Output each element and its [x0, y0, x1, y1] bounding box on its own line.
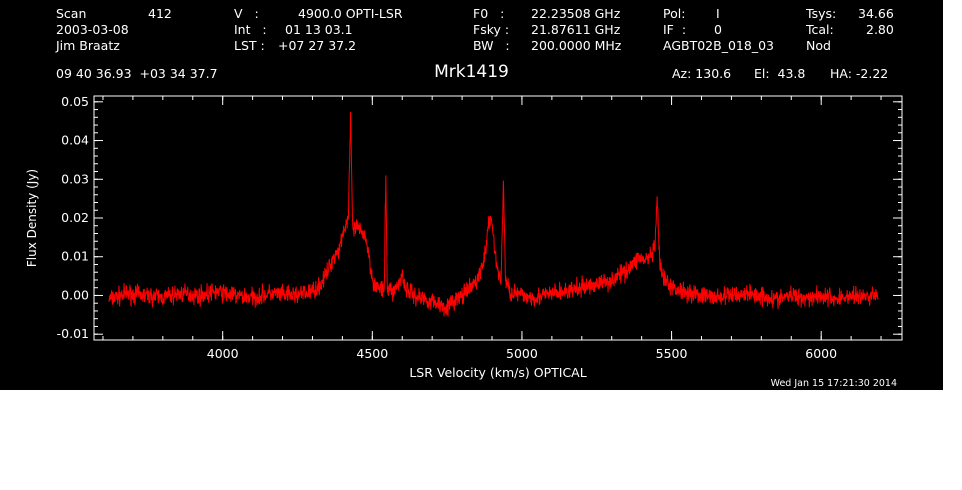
y-tick-label: 0.01	[61, 249, 89, 264]
lst-label: LST :	[234, 38, 265, 53]
y-tick-label: 0.00	[61, 287, 89, 302]
spectrum-line	[108, 111, 879, 317]
y-tick-label: 0.03	[61, 171, 89, 186]
spectrum-panel: Scan 412 V : 4900.0 OPTI-LSR F0 : 22.235…	[0, 0, 943, 390]
source-coords: 09 40 36.93 +03 34 37.7	[56, 66, 218, 81]
fsky-value: 21.87611 GHz	[531, 22, 621, 37]
tcal-value: 2.80	[866, 22, 894, 37]
chart-title: Mrk1419	[434, 62, 509, 82]
y-tick-label: 0.05	[61, 94, 89, 109]
axis-ticks	[94, 96, 902, 340]
y-tick-labels: -0.01 0.00 0.01 0.02 0.03 0.04 0.05	[57, 94, 89, 341]
x-tick-label: 4500	[356, 346, 388, 361]
bw-value: 200.0000 MHz	[531, 38, 622, 53]
lst-value: +07 27 37.2	[278, 38, 357, 53]
observer-name: Jim Braatz	[56, 38, 120, 53]
if-value: 0	[714, 22, 722, 37]
pol-label: Pol:	[663, 6, 686, 21]
y-tick-label: 0.04	[61, 133, 89, 148]
x-tick-label: 6000	[805, 346, 837, 361]
y-tick-label: -0.01	[57, 326, 89, 341]
f0-label: F0 :	[473, 6, 505, 21]
int-label: Int :	[234, 22, 267, 37]
f0-value: 22.23508 GHz	[531, 6, 621, 21]
plot-frame	[93, 95, 903, 341]
x-tick-label: 5500	[656, 346, 688, 361]
elevation: El: 43.8	[754, 66, 806, 81]
x-tick-label: 5000	[506, 346, 538, 361]
velocity-value: 4900.0 OPTI-LSR	[298, 6, 403, 21]
x-tick-labels: 4000 4500 5000 5500 6000	[207, 346, 837, 361]
y-axis-label: Flux Density (Jy)	[25, 169, 39, 267]
int-value: 01 13 03.1	[285, 22, 353, 37]
if-label: IF :	[663, 22, 687, 37]
spectrum-plot: -0.01 0.00 0.01 0.02 0.03 0.04 0.05 4000 4500 50…	[25, 94, 903, 380]
azimuth: Az: 130.6	[672, 66, 732, 81]
tsys-label: Tsys:	[806, 6, 837, 21]
scan-value: 412	[148, 6, 172, 21]
y-tick-label: 0.02	[61, 210, 89, 225]
bw-label: BW :	[473, 38, 510, 53]
scan-label: Scan	[56, 6, 87, 21]
velocity-label: V :	[234, 6, 259, 21]
x-tick-label: 4000	[207, 346, 239, 361]
x-axis-label: LSR Velocity (km/s) OPTICAL	[409, 365, 586, 380]
project-id: AGBT02B_018_03	[663, 38, 774, 53]
fsky-label: Fsky :	[473, 22, 510, 37]
tsys-value: 34.66	[858, 6, 894, 21]
tcal-label: Tcal:	[806, 22, 834, 37]
obs-mode: Nod	[806, 38, 831, 53]
hour-angle: HA: -2.22	[830, 66, 889, 81]
obs-date: 2003-03-08	[56, 22, 129, 37]
spectrum-trace	[108, 111, 879, 317]
pol-value: I	[716, 6, 720, 21]
timestamp: Wed Jan 15 17:21:30 2014	[770, 378, 897, 389]
